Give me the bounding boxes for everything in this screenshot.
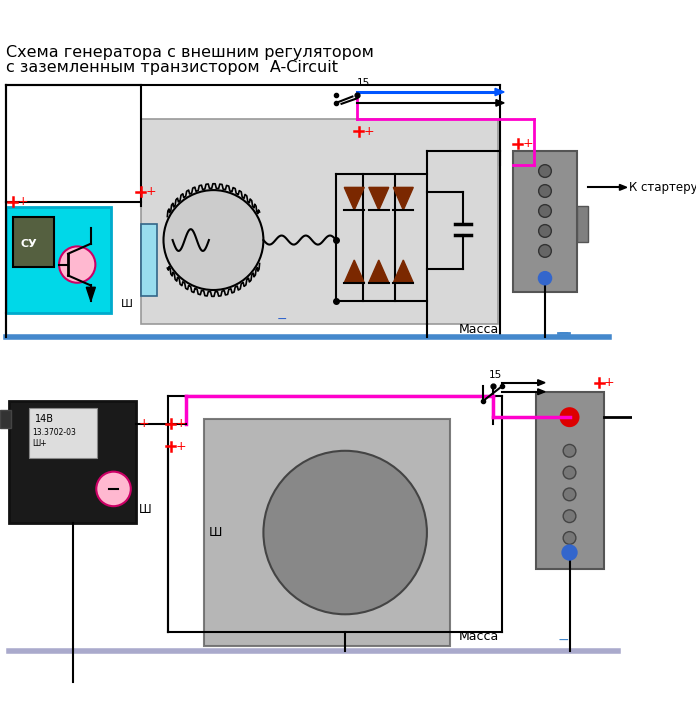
Circle shape bbox=[563, 444, 576, 457]
Text: Масса: Масса bbox=[459, 323, 499, 336]
Circle shape bbox=[539, 165, 551, 178]
Circle shape bbox=[59, 247, 95, 283]
Text: Ш: Ш bbox=[209, 526, 222, 539]
Text: СУ: СУ bbox=[21, 239, 38, 249]
Text: +: + bbox=[175, 417, 186, 430]
Polygon shape bbox=[496, 100, 504, 106]
Bar bbox=[513, 151, 577, 292]
Circle shape bbox=[263, 451, 427, 614]
Circle shape bbox=[539, 244, 551, 257]
Polygon shape bbox=[86, 288, 95, 301]
Circle shape bbox=[563, 510, 576, 523]
Polygon shape bbox=[393, 188, 413, 210]
Text: с заземленным транзистором  A-Circuit: с заземленным транзистором A-Circuit bbox=[6, 60, 338, 75]
Bar bbox=[141, 119, 498, 324]
Circle shape bbox=[560, 407, 580, 427]
Polygon shape bbox=[538, 389, 545, 395]
Circle shape bbox=[563, 488, 576, 500]
Text: +: + bbox=[17, 196, 28, 209]
Circle shape bbox=[562, 544, 578, 561]
Bar bbox=[13, 217, 54, 267]
Polygon shape bbox=[369, 188, 389, 210]
Text: К стартеру: К стартеру bbox=[628, 181, 696, 194]
Text: −: − bbox=[557, 326, 569, 339]
Bar bbox=[536, 392, 604, 569]
Circle shape bbox=[164, 190, 263, 290]
Text: Ш: Ш bbox=[139, 503, 152, 516]
Circle shape bbox=[538, 271, 552, 285]
Bar bbox=[9, 400, 136, 523]
Text: +: + bbox=[145, 186, 156, 198]
Text: 15: 15 bbox=[489, 370, 502, 380]
Circle shape bbox=[539, 205, 551, 217]
Text: +: + bbox=[604, 376, 615, 389]
Text: Масса: Масса bbox=[459, 630, 499, 643]
Bar bbox=[141, 224, 157, 296]
Polygon shape bbox=[619, 185, 626, 191]
Text: 15: 15 bbox=[357, 78, 370, 88]
Text: Схема генератора с внешним регулятором: Схема генератора с внешним регулятором bbox=[6, 45, 374, 60]
Circle shape bbox=[563, 466, 576, 479]
Circle shape bbox=[539, 224, 551, 237]
Circle shape bbox=[563, 531, 576, 544]
Bar bbox=[29, 408, 97, 458]
Circle shape bbox=[96, 472, 131, 506]
Polygon shape bbox=[641, 414, 649, 421]
Polygon shape bbox=[345, 188, 364, 210]
Bar bbox=[0, 410, 11, 428]
Text: 13.3702-03: 13.3702-03 bbox=[32, 428, 76, 437]
Bar bbox=[6, 207, 111, 313]
Bar bbox=[577, 206, 587, 242]
Text: −: − bbox=[277, 313, 287, 326]
Polygon shape bbox=[345, 260, 364, 283]
Text: 14В: 14В bbox=[35, 414, 54, 424]
Text: −: − bbox=[557, 633, 569, 646]
Text: +: + bbox=[522, 137, 533, 150]
Text: +: + bbox=[363, 125, 374, 139]
Text: Ш: Ш bbox=[121, 298, 133, 308]
Circle shape bbox=[539, 185, 551, 197]
Polygon shape bbox=[393, 260, 413, 283]
Text: Ш+: Ш+ bbox=[32, 439, 47, 448]
Polygon shape bbox=[369, 260, 389, 283]
Text: +: + bbox=[139, 417, 150, 430]
Bar bbox=[205, 419, 450, 646]
Polygon shape bbox=[495, 88, 504, 96]
Text: +: + bbox=[175, 440, 186, 453]
Polygon shape bbox=[538, 380, 545, 385]
